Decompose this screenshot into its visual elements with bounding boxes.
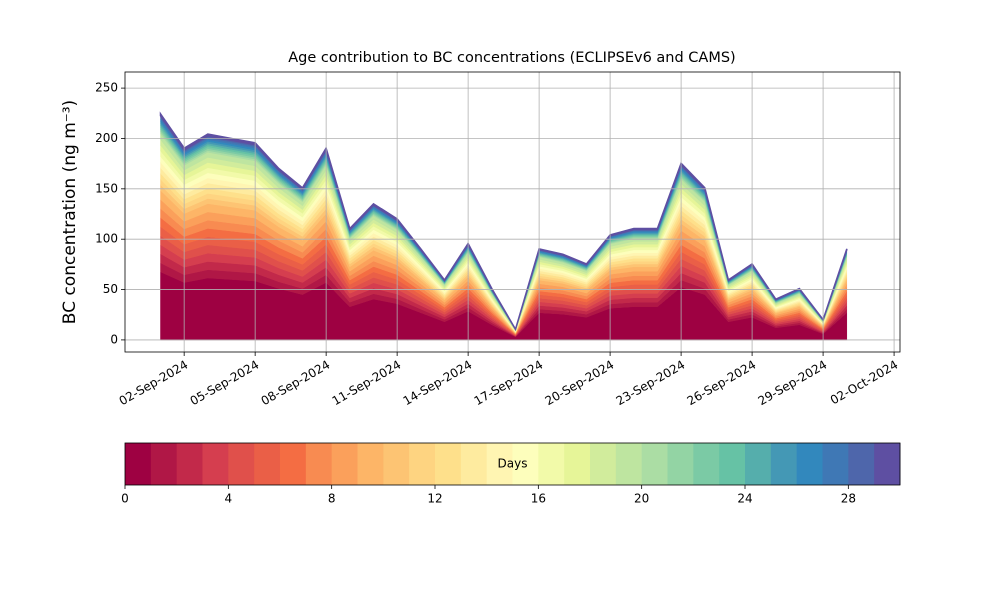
colorbar-bin xyxy=(228,443,255,485)
colorbar-tick-label: 28 xyxy=(841,492,856,506)
colorbar-tick-label: 4 xyxy=(225,492,233,506)
x-tick-label: 02-Sep-2024 xyxy=(117,358,191,409)
x-tick-label: 05-Sep-2024 xyxy=(188,358,262,409)
colorbar-bin xyxy=(641,443,668,485)
colorbar-frame xyxy=(124,442,901,486)
colorbar-bin xyxy=(331,443,358,485)
y-tick-label: 150 xyxy=(95,181,118,195)
y-tick-label: 0 xyxy=(110,332,118,346)
x-tick-label: 26-Sep-2024 xyxy=(685,358,759,409)
colorbar-bin xyxy=(745,443,772,485)
colorbar-bin xyxy=(150,443,178,485)
y-tick-label: 250 xyxy=(95,81,118,95)
colorbar-tick-label: 16 xyxy=(531,492,546,506)
x-tick-label: 17-Sep-2024 xyxy=(472,358,546,409)
x-tick-label: 23-Sep-2024 xyxy=(614,358,688,409)
colorbar-bin xyxy=(615,443,643,485)
colorbar-bin xyxy=(512,443,539,485)
colorbar-bin xyxy=(538,443,565,485)
colorbar-bin xyxy=(770,443,798,485)
colorbar-bin xyxy=(383,443,410,485)
colorbar-tick-label: 24 xyxy=(737,492,752,506)
colorbar-bin xyxy=(357,443,384,485)
y-tick-label: 200 xyxy=(95,131,118,145)
colorbar-bin xyxy=(176,443,203,485)
chart-title: Age contribution to BC concentrations (E… xyxy=(288,50,735,66)
y-tick-label: 50 xyxy=(103,282,118,296)
x-tick-label: 08-Sep-2024 xyxy=(259,358,333,409)
colorbar-bin xyxy=(125,443,152,485)
colorbar-bin xyxy=(822,443,849,485)
colorbar-bin xyxy=(564,443,591,485)
y-axis-label: BC concentration (ng m⁻³) xyxy=(60,100,80,324)
colorbar-bin xyxy=(796,443,823,485)
colorbar-bin xyxy=(486,443,513,485)
colorbar-bin xyxy=(590,443,617,485)
x-tick-label: 14-Sep-2024 xyxy=(401,358,475,409)
x-tick-label: 29-Sep-2024 xyxy=(756,358,830,409)
colorbar-bin xyxy=(693,443,720,485)
colorbar-bin xyxy=(280,443,307,485)
colorbar-bin xyxy=(667,443,694,485)
colorbar-tick-label: 0 xyxy=(121,492,129,506)
colorbar-bin xyxy=(848,443,875,485)
x-tick-label: 11-Sep-2024 xyxy=(330,358,404,409)
colorbar-tick-label: 12 xyxy=(427,492,442,506)
plot-frame xyxy=(124,71,901,353)
y-tick-label: 100 xyxy=(95,232,118,246)
colorbar-tick-label: 20 xyxy=(634,492,649,506)
colorbar-bin xyxy=(435,443,462,485)
x-tick-label: 02-Oct-2024 xyxy=(828,358,900,408)
colorbar-bin xyxy=(409,443,436,485)
colorbar-bin xyxy=(460,443,488,485)
colorbar-bin xyxy=(202,443,229,485)
colorbar-bin xyxy=(719,443,746,485)
colorbar-bin xyxy=(874,443,901,485)
x-tick-label: 20-Sep-2024 xyxy=(543,358,617,409)
colorbar-tick-label: 8 xyxy=(328,492,336,506)
colorbar-bin xyxy=(254,443,281,485)
colorbar-label: Days xyxy=(498,457,528,471)
colorbar-bin xyxy=(305,443,333,485)
